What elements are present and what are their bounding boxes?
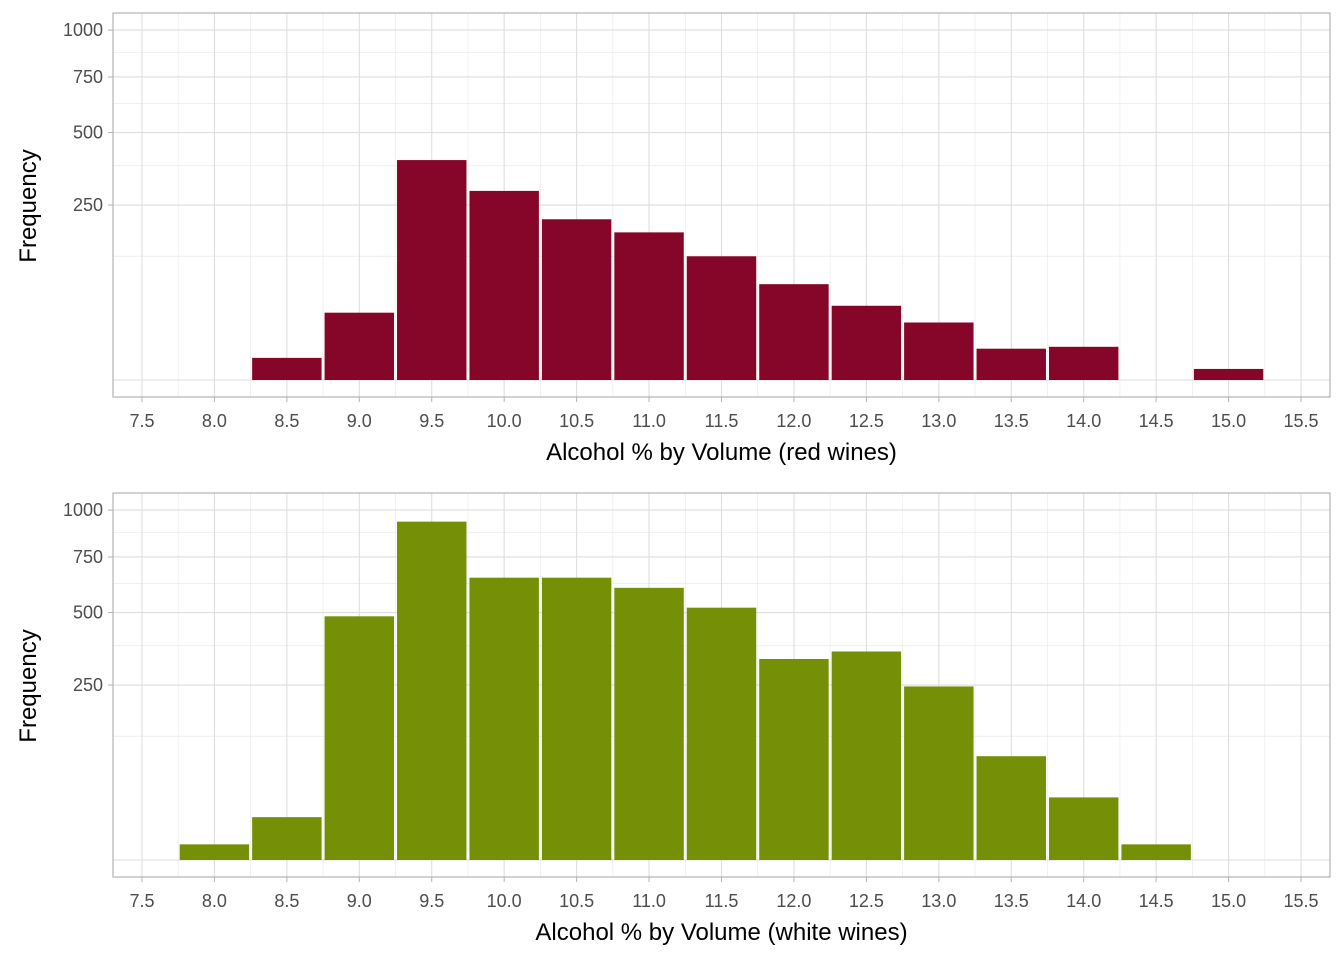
- histogram-bar: [686, 607, 757, 860]
- x-tick-label: 12.0: [776, 411, 811, 431]
- histogram-bar: [904, 686, 974, 860]
- red-wines-panel: 7.5 8.0 8.5 9.0 9.5 10.0 10.5 11.0 11.5 12.0 12.5 1…: [15, 12, 1331, 466]
- x-tick-label: 9.0: [347, 411, 372, 431]
- x-tick-label: 12.5: [849, 411, 884, 431]
- x-tick-label: 14.0: [1066, 891, 1101, 911]
- histogram-bar: [976, 348, 1046, 380]
- histogram-bar: [1121, 844, 1191, 860]
- x-tick-label: 13.5: [994, 411, 1029, 431]
- x-tick-label: 8.5: [274, 411, 299, 431]
- histogram-bar: [179, 844, 250, 860]
- x-tick-label: 15.5: [1284, 411, 1319, 431]
- x-tick-label: 14.5: [1139, 411, 1174, 431]
- x-tick-label: 9.5: [419, 411, 444, 431]
- histogram-bar: [614, 587, 684, 860]
- histogram-bar: [252, 357, 322, 380]
- histogram-bar: [397, 160, 467, 380]
- y-tick-label: 1000: [63, 20, 103, 40]
- histogram-bar: [469, 577, 539, 860]
- y-tick-label: 250: [73, 195, 103, 215]
- x-tick-label: 8.0: [202, 411, 227, 431]
- histogram-bar: [904, 322, 974, 380]
- white-wines-panel: 7.5 8.0 8.5 9.0 9.5 10.0 10.5 11.0 11.5 12.0 12.5 1…: [15, 492, 1331, 946]
- x-tick-label: 10.0: [487, 891, 522, 911]
- x-tick-label: 11.5: [705, 891, 739, 911]
- x-tick-label: 7.5: [129, 411, 154, 431]
- y-tick-label: 1000: [63, 500, 103, 520]
- histogram-bar: [541, 577, 612, 860]
- histogram-bar: [324, 616, 395, 860]
- histogram-bar: [831, 305, 902, 380]
- histogram-bar: [252, 817, 322, 860]
- x-tick-label: 9.0: [347, 891, 372, 911]
- x-tick-label: 13.0: [921, 411, 956, 431]
- x-tick-label: 10.0: [487, 411, 522, 431]
- y-tick-label: 500: [73, 603, 103, 623]
- y-tick-label: 250: [73, 675, 103, 695]
- x-tick-label: 7.5: [129, 891, 154, 911]
- x-tick-label: 13.0: [921, 891, 956, 911]
- histogram-bar: [686, 256, 757, 380]
- x-tick-label: 8.0: [202, 891, 227, 911]
- x-axis-title: Alcohol % by Volume (red wines): [546, 439, 897, 466]
- x-tick-label: 10.5: [559, 891, 594, 911]
- x-tick-label: 8.5: [274, 891, 299, 911]
- y-axis-title: Frequency: [15, 149, 42, 262]
- x-tick-label: 11.0: [632, 411, 666, 431]
- x-tick-label: 15.5: [1284, 891, 1319, 911]
- histogram-bar: [1193, 368, 1264, 380]
- histogram-bar: [614, 232, 684, 380]
- y-axis-title: Frequency: [15, 629, 42, 742]
- x-tick-label: 15.0: [1211, 891, 1246, 911]
- histogram-bar: [324, 312, 395, 380]
- histogram-bar: [976, 756, 1046, 860]
- y-tick-label: 500: [73, 123, 103, 143]
- x-tick-label: 12.5: [849, 891, 884, 911]
- y-tick-label: 750: [73, 547, 103, 567]
- x-tick-label: 11.0: [632, 891, 666, 911]
- histogram-bar: [1048, 346, 1119, 380]
- x-tick-label: 14.5: [1139, 891, 1174, 911]
- x-tick-label: 14.0: [1066, 411, 1101, 431]
- x-tick-label: 12.0: [776, 891, 811, 911]
- x-tick-label: 9.5: [419, 891, 444, 911]
- x-tick-label: 10.5: [559, 411, 594, 431]
- histogram-bar: [831, 651, 902, 860]
- x-tick-label: 13.5: [994, 891, 1029, 911]
- histogram-bar: [1048, 797, 1119, 860]
- x-axis-title: Alcohol % by Volume (white wines): [535, 919, 907, 946]
- histogram-bar: [397, 521, 467, 860]
- histogram-bar: [469, 190, 539, 380]
- histogram-bar: [541, 219, 612, 380]
- histogram-bar: [759, 658, 829, 860]
- x-tick-label: 11.5: [705, 411, 739, 431]
- histogram-bar: [759, 284, 829, 380]
- x-tick-label: 15.0: [1211, 411, 1246, 431]
- y-tick-label: 750: [73, 67, 103, 87]
